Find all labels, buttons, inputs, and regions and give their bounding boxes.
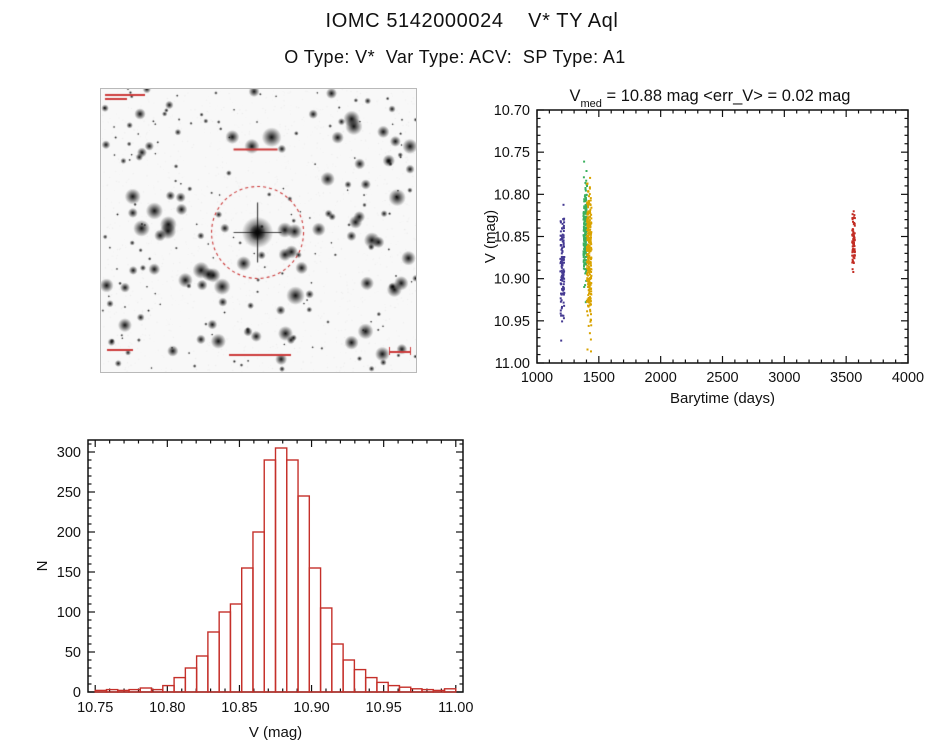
y-tick-label: 10.80 (494, 187, 530, 203)
x-tick-label: 3000 (768, 370, 800, 386)
y-tick-label: 10.70 (494, 103, 530, 119)
lightcurve-axes: 1000 1500 2000 2500 3000 3500 4000 10.70 10.75 10… (482, 103, 924, 407)
x-axis-label: Barytime (days) (670, 390, 775, 407)
histogram-axes: 10.75 10.80 10.85 10.90 10.95 11.00 0 50 100 150 2… (34, 439, 473, 741)
y-tick-label: 10.95 (494, 314, 530, 330)
x-axis-label: V (mag) (249, 724, 302, 741)
lightcurve-points (559, 160, 856, 353)
y-tick-label: 10.90 (494, 272, 530, 288)
y-tick-label: 200 (57, 525, 81, 541)
x-tick-label: 3500 (830, 370, 862, 386)
finder-chart-image (100, 88, 417, 373)
y-tick-label: 100 (57, 605, 81, 621)
vmed-subscript: med (580, 98, 602, 111)
lightcurve-title: Vmed = 10.88 mag <err_V> = 0.02 mag (480, 87, 940, 111)
page-subtitle: O Type: V* Var Type: ACV: SP Type: A1 (284, 47, 626, 67)
x-tick-label: 10.90 (293, 700, 329, 716)
y-tick-label: 10.75 (494, 145, 530, 161)
page-title: IOMC 5142000024 V* TY Aql (325, 10, 619, 32)
y-tick-label: 0 (73, 685, 81, 701)
vmed-symbol: V (569, 87, 581, 105)
x-tick-label: 4000 (892, 370, 924, 386)
y-tick-label: 11.00 (495, 356, 530, 372)
histogram-bars (94, 447, 457, 693)
y-axis-label: V (mag) (482, 210, 499, 263)
x-tick-label: 10.95 (366, 700, 402, 716)
y-tick-label: 50 (65, 645, 81, 661)
lightcurve-scatter-plot: 1000 1500 2000 2500 3000 3500 4000 10.70 10.75 10… (482, 103, 924, 407)
y-tick-label: 300 (57, 445, 81, 461)
vmed-value-text: = 10.88 mag <err_V> = 0.02 mag (601, 87, 851, 105)
y-tick-label: 10.85 (494, 230, 530, 246)
x-tick-label: 2500 (706, 370, 738, 386)
x-tick-label: 10.80 (149, 700, 185, 716)
x-tick-label: 2000 (645, 370, 677, 386)
y-tick-label: 150 (57, 565, 81, 581)
magnitude-histogram-plot: 10.75 10.80 10.85 10.90 10.95 11.00 0 50 100 150 2… (34, 439, 473, 741)
x-tick-label: 1000 (521, 370, 553, 386)
y-axis-label: N (34, 561, 51, 572)
x-tick-label: 1500 (583, 370, 615, 386)
x-tick-label: 10.85 (221, 700, 257, 716)
y-tick-label: 250 (57, 485, 81, 501)
x-tick-label: 11.00 (438, 700, 473, 716)
x-tick-label: 10.75 (77, 700, 113, 716)
